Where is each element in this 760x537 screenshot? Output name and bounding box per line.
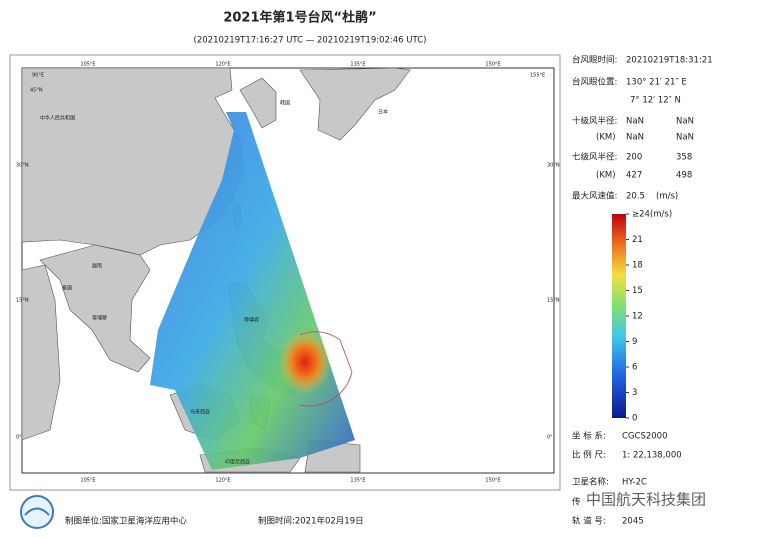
info-label: 台风眼位置: [572,77,617,88]
lon-label: 155°E [530,73,545,79]
place-label: 泰国 [62,285,72,292]
colorbar-label: 6 [632,363,637,373]
wind-radius [299,331,353,407]
lat-label: 30°N [547,163,560,169]
colorbar-label: 0 [632,414,637,424]
info-value: 20.5 [626,192,645,202]
lon-label: 105°E [80,478,95,484]
lat-label: 0° [16,435,22,441]
info-value: 7° 12′ 12″ N [630,96,681,106]
lat-label: 0° [547,435,553,441]
lat-label: 30°N [16,163,29,169]
info-value: HY-2C [622,478,647,488]
info-label: 轨 道 号: [572,516,606,527]
lon-label: 135°E [350,478,365,484]
lat-label: 15°N [547,298,560,304]
lat-label: 15°N [16,298,29,304]
colorbar-label: ≥24(m/s) [632,210,672,220]
info-value: 427 [626,171,642,181]
info-value: 130° 21′ 21″ E [626,78,687,88]
colorbar-label: 9 [632,337,637,347]
info-label: 最大风速值: [572,191,617,202]
info-panel: 台风眼时间: 20210219T18:31:21 台风眼位置: 130° 21′… [572,55,713,527]
info-label: 台风眼时间: [572,55,617,66]
info-label: 坐 标 系: [572,431,606,442]
colorbar-label: 18 [632,261,643,271]
colorbar-label: 21 [632,235,643,245]
colorbar [612,214,626,418]
place-label: 柬埔寨 [92,315,107,322]
lon-label: 120°E [215,62,230,68]
map-outer-frame [9,54,561,491]
info-value: NaN [626,117,644,127]
info-value: NaN [676,117,694,127]
footer-date: 制图时间:2021年02月19日 [258,516,364,527]
lon-label: 150°E [485,478,500,484]
info-label: 七级风半径: [572,152,617,163]
info-label: (KM) [596,171,616,181]
footer-unit: 制图单位:国家卫星海洋应用中心 [65,516,187,527]
lon-label: 90°E [32,73,44,79]
info-value: NaN [676,133,694,143]
lat-label: 45°N [30,88,43,94]
info-value: 358 [676,153,692,163]
place-label: 马来西亚 [190,409,210,416]
info-value: 1: 22,138,000 [622,451,682,461]
info-value: 20210219T18:31:21 [626,56,713,66]
info-value: NaN [626,133,644,143]
lon-label: 105°E [80,62,95,68]
lon-label: 150°E [485,62,500,68]
lon-label: 135°E [350,62,365,68]
place-label: 菲律宾 [244,317,259,324]
info-value: 200 [626,153,642,163]
colorbar-label: 3 [632,388,637,398]
place-label: 韩国 [280,100,290,107]
info-label: (KM) [596,133,616,143]
map-labels: 90°E 105°E 120°E 135°E 150°E 155°E 105°E… [16,62,560,484]
info-value: CGCS2000 [622,432,667,442]
title: 2021年第1号台风“杜鹃” [223,10,376,26]
logo-wave [24,507,50,516]
place-label: 中华人民共和国 [40,115,75,122]
info-value: 2045 [622,517,644,527]
info-label: 卫星名称: [572,477,609,488]
subtitle: (20210219T17:16:27 UTC — 20210219T19:02:… [194,36,427,46]
colorbar-label: 15 [632,286,643,296]
colorbar-label: 12 [632,312,643,322]
place-label: 日本 [378,109,388,116]
info-label: 比 例 尺: [572,450,606,461]
place-label: 越南 [92,263,102,270]
info-value: 498 [676,171,692,181]
info-label: 十级风半径: [572,116,617,127]
logo [20,495,54,529]
place-label: 印度尼西亚 [225,459,250,466]
info-unit: (m/s) [656,192,678,202]
info-label: 传 [572,497,581,508]
lon-label: 120°E [215,478,230,484]
high-wind-area [279,330,331,394]
watermark: 中国航天科技集团 [586,491,706,509]
